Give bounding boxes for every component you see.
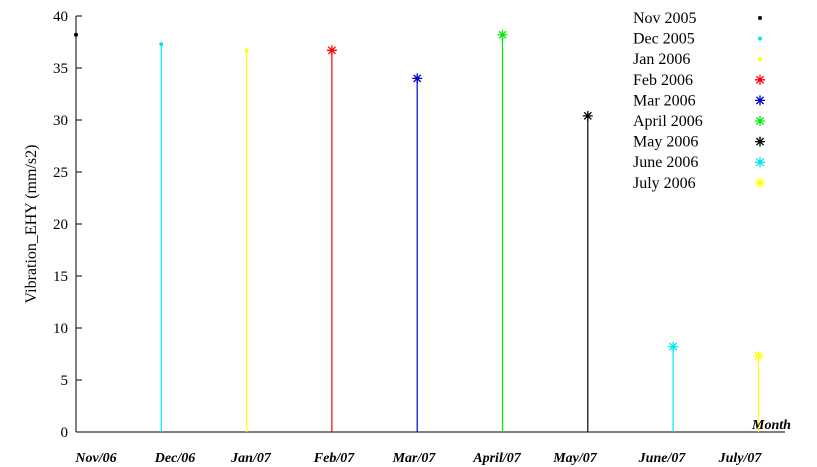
legend-label: Nov 2005 bbox=[633, 10, 697, 27]
x-axis-label: Month bbox=[751, 418, 791, 433]
stem-july-07 bbox=[753, 351, 764, 432]
marker-star bbox=[755, 136, 765, 147]
legend-entry: Feb 2006 bbox=[633, 72, 765, 89]
stem-dec-06 bbox=[159, 42, 164, 432]
marker-star bbox=[755, 74, 765, 85]
x-tick-label: Jan/07 bbox=[230, 451, 272, 466]
x-ticks: Nov/06 Dec/06 Jan/07 Feb/07 Mar/07 April/07 Ma… bbox=[74, 451, 762, 466]
legend: Nov 2005 Dec 2005 Jan 2006 Feb 2006 Mar 2006… bbox=[633, 10, 765, 192]
x-tick-label: May/07 bbox=[552, 451, 598, 466]
marker-star bbox=[755, 157, 765, 168]
y-tick-label: 5 bbox=[61, 373, 69, 389]
legend-entry: July 2006 bbox=[633, 175, 765, 192]
marker-star bbox=[497, 29, 508, 40]
marker-star bbox=[755, 116, 765, 126]
x-tick-label: April/07 bbox=[472, 451, 521, 466]
y-tick-label: 15 bbox=[53, 269, 68, 285]
marker-dot bbox=[758, 36, 762, 41]
legend-label: June 2006 bbox=[633, 154, 698, 171]
marker-star bbox=[753, 351, 764, 362]
legend-entry: Dec 2005 bbox=[633, 31, 762, 48]
marker-dot bbox=[74, 32, 78, 37]
x-tick-label: July/07 bbox=[718, 451, 763, 466]
marker-star bbox=[326, 45, 337, 56]
stem-june-07 bbox=[668, 341, 679, 432]
marker-dot bbox=[159, 42, 164, 47]
legend-label: Feb 2006 bbox=[633, 72, 693, 89]
stem-may-07 bbox=[582, 110, 593, 432]
marker-star bbox=[755, 95, 765, 106]
y-tick-label: 25 bbox=[53, 165, 68, 181]
x-tick-label: Mar/07 bbox=[392, 451, 437, 466]
stem-april-07 bbox=[497, 29, 508, 432]
stem-feb-07 bbox=[326, 45, 337, 432]
legend-entry: April 2006 bbox=[633, 113, 765, 130]
stems bbox=[74, 29, 764, 432]
marker-dot bbox=[758, 57, 762, 62]
legend-label: Dec 2005 bbox=[633, 31, 695, 48]
y-tick-label: 30 bbox=[53, 113, 68, 129]
legend-label: Mar 2006 bbox=[633, 92, 696, 109]
x-tick-label: Feb/07 bbox=[313, 451, 355, 466]
marker-dot bbox=[244, 48, 249, 53]
legend-label: Jan 2006 bbox=[633, 51, 690, 68]
legend-entry: June 2006 bbox=[633, 154, 765, 171]
y-tick-label: 40 bbox=[53, 9, 68, 25]
marker-star bbox=[412, 73, 423, 84]
legend-entry: Jan 2006 bbox=[633, 51, 762, 68]
x-tick-label: Nov/06 bbox=[74, 451, 116, 466]
y-tick-label: 35 bbox=[53, 61, 68, 77]
y-tick-label: 10 bbox=[53, 321, 68, 337]
legend-entry: Mar 2006 bbox=[633, 92, 765, 109]
y-axis-label: Vibration_EHY (mm/s2) bbox=[23, 145, 40, 304]
y-ticks: 0 5 10 15 20 25 30 35 40 bbox=[53, 9, 82, 441]
legend-entry: May 2006 bbox=[633, 134, 765, 151]
legend-label: July 2006 bbox=[633, 175, 696, 192]
legend-entry: Nov 2005 bbox=[633, 10, 762, 27]
stem-jan-07 bbox=[244, 48, 249, 432]
y-tick-label: 20 bbox=[53, 217, 68, 233]
legend-label: April 2006 bbox=[633, 113, 703, 130]
y-tick-label: 0 bbox=[61, 425, 69, 441]
x-tick-label: Dec/06 bbox=[154, 451, 195, 466]
marker-star bbox=[755, 177, 765, 188]
marker-dot bbox=[758, 16, 762, 20]
stem-mar-07 bbox=[412, 73, 423, 432]
stem-nov-06 bbox=[74, 32, 78, 37]
marker-star bbox=[668, 341, 679, 352]
legend-label: May 2006 bbox=[633, 134, 698, 151]
marker-star bbox=[582, 110, 593, 121]
x-tick-label: June/07 bbox=[638, 451, 687, 466]
